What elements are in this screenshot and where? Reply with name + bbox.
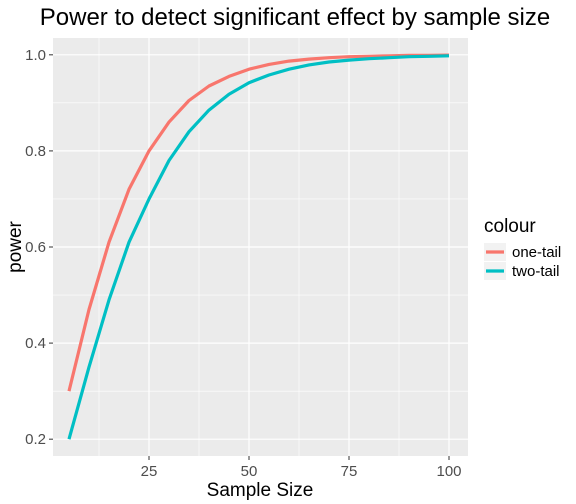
y-tick-label: 0.6 <box>25 239 46 256</box>
x-tick-label: 25 <box>141 463 158 480</box>
y-axis-label: power <box>5 220 26 272</box>
x-tick-label: 75 <box>341 463 358 480</box>
x-axis-label: Sample Size <box>207 480 314 501</box>
chart-title: Power to detect significant effect by sa… <box>40 4 550 31</box>
series-lines <box>67 53 450 440</box>
series-line-one-tail <box>67 53 450 392</box>
series-line-two-tail <box>67 54 450 440</box>
x-tick-label: 100 <box>436 463 461 480</box>
x-tick-label: 50 <box>241 463 258 480</box>
legend-label-two-tail: two-tail <box>512 263 560 280</box>
legend-title: colour <box>484 216 536 237</box>
y-tick-label: 0.4 <box>25 335 46 352</box>
y-tick-label: 1.0 <box>25 47 46 64</box>
y-axis-ticks: 0.2 0.4 0.6 0.8 1.0 <box>25 47 53 448</box>
legend-label-one-tail: one-tail <box>512 244 561 261</box>
major-gridlines <box>53 38 468 456</box>
x-axis-ticks: 25 50 75 100 <box>141 456 462 480</box>
legend: colour one-tail two-tail <box>484 216 561 280</box>
y-tick-label: 0.8 <box>25 143 46 160</box>
y-tick-label: 0.2 <box>25 431 46 448</box>
